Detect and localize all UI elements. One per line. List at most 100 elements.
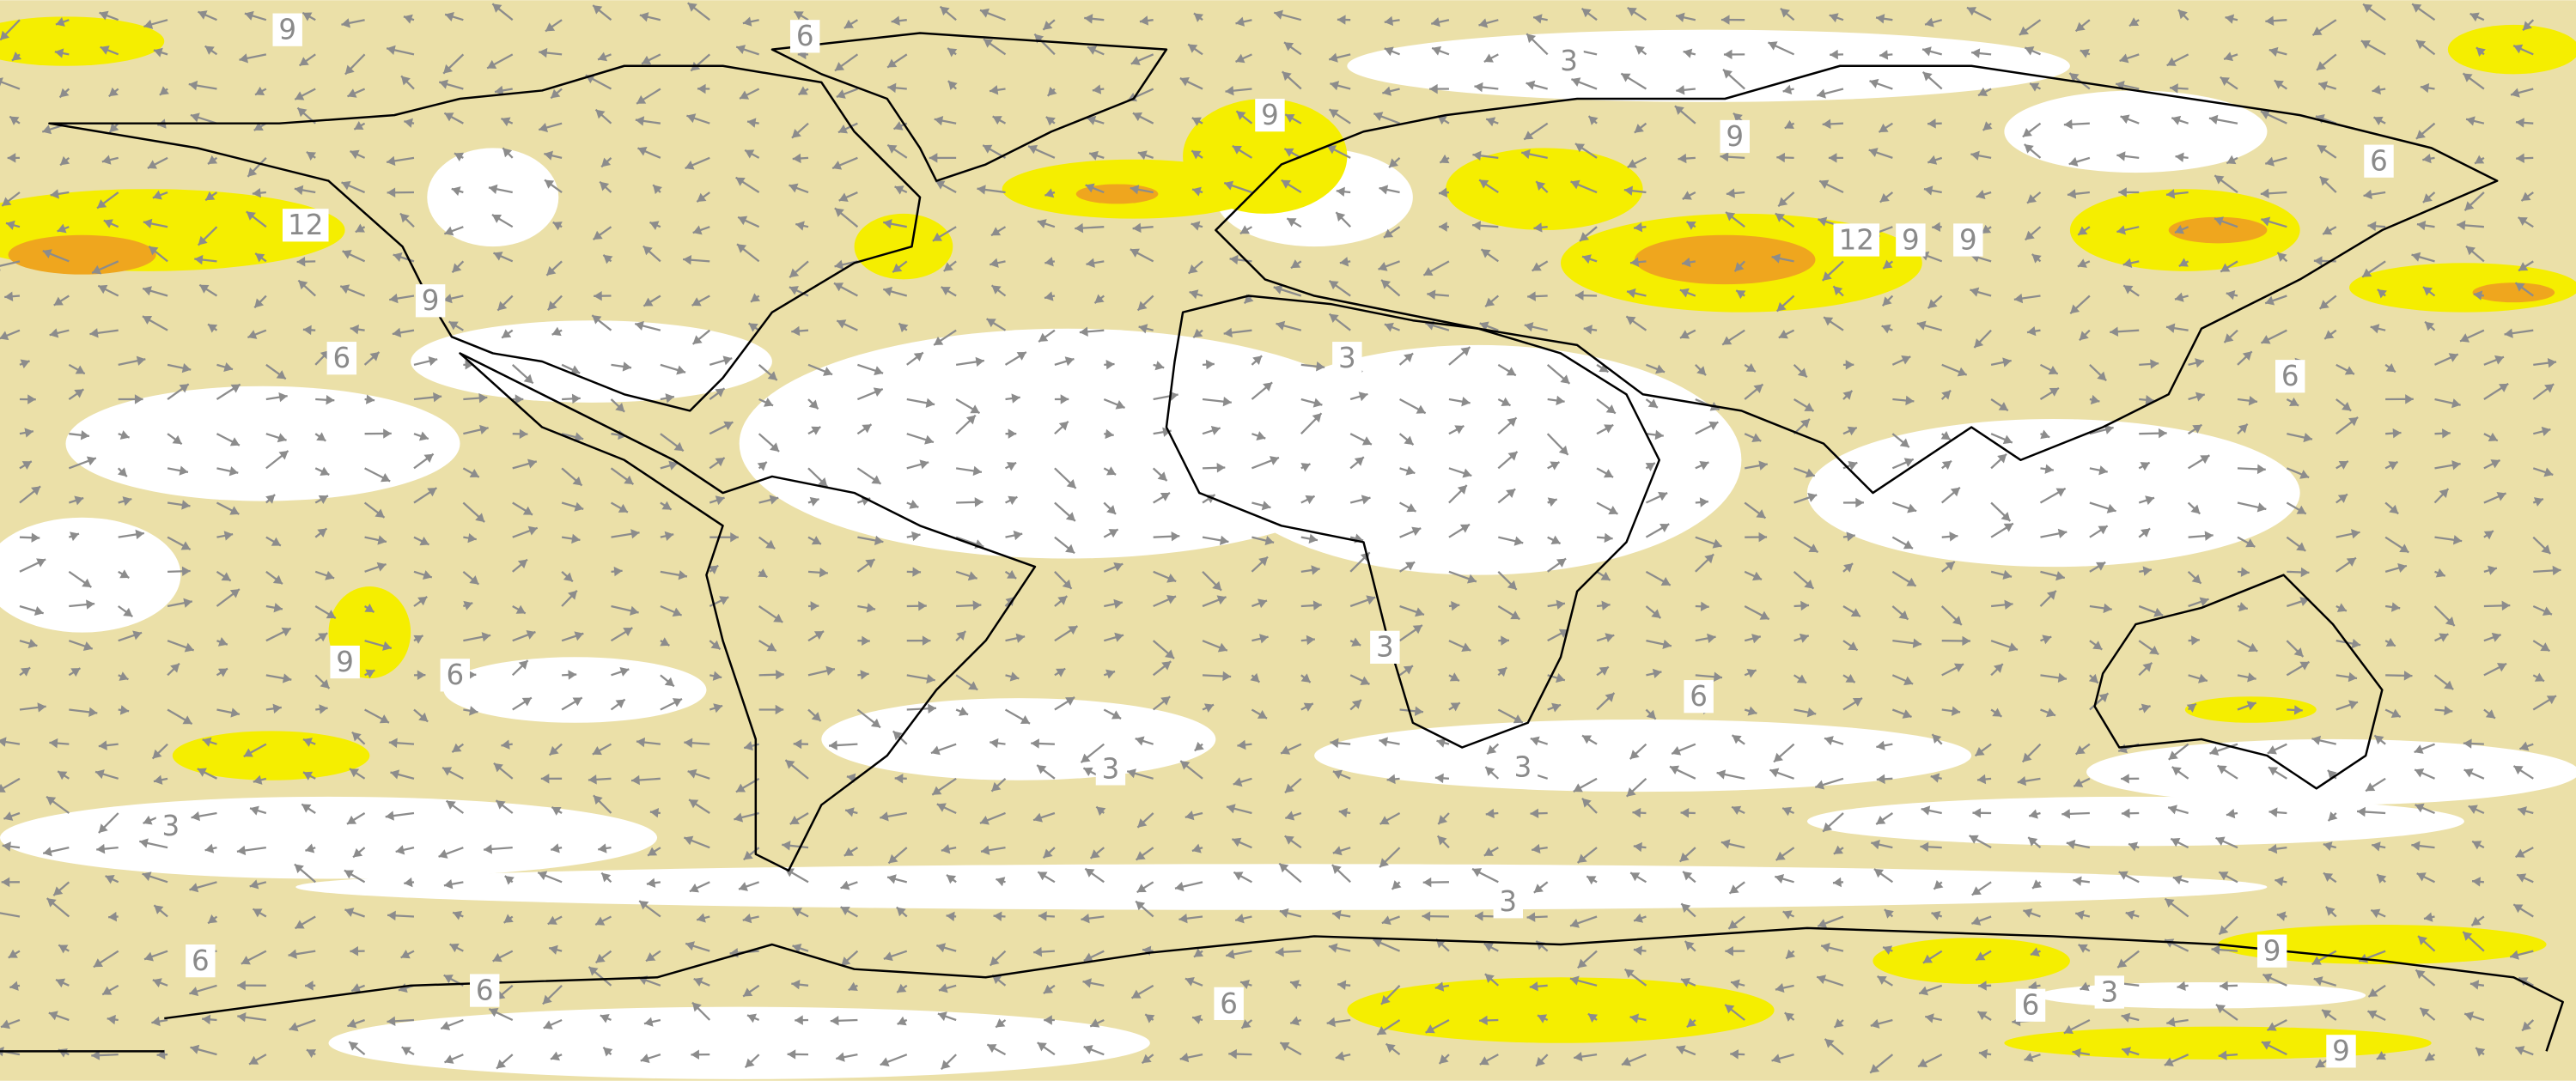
arrow-head xyxy=(967,571,977,581)
arrow-head xyxy=(1526,80,1536,90)
wind-arrow xyxy=(1881,295,1894,307)
arrow-head xyxy=(787,1049,796,1060)
wind-arrow xyxy=(990,777,1007,793)
wind-arrow xyxy=(1448,484,1468,504)
arrow-head xyxy=(1222,671,1232,682)
arrow-head xyxy=(1574,143,1586,153)
arrow-head xyxy=(2501,600,2511,611)
arrow-head xyxy=(33,606,44,616)
arrow-head xyxy=(58,771,68,780)
arrow-head xyxy=(2374,735,2384,744)
wind-arrow xyxy=(2483,632,2502,642)
wind-arrow xyxy=(1776,152,1794,163)
arrow-head xyxy=(376,562,387,572)
arrow-head xyxy=(2175,152,2184,162)
arrow-head xyxy=(1281,179,1291,189)
wind-arrow xyxy=(630,774,661,786)
arrow-head xyxy=(888,853,898,864)
arrow-head xyxy=(1940,430,1951,440)
wind-arrow xyxy=(1526,912,1548,922)
arrow-head xyxy=(1425,1024,1435,1034)
wind-arrow xyxy=(1546,433,1569,456)
arrow-head xyxy=(204,843,215,853)
arrow-head xyxy=(449,943,460,953)
arrow-head xyxy=(1945,562,1955,571)
arrow-head xyxy=(344,870,355,879)
wind-arrow xyxy=(2138,640,2159,656)
wind-arrow xyxy=(747,322,760,332)
arrow-head xyxy=(1950,487,1960,497)
wind-arrow xyxy=(463,532,477,544)
arrow-head xyxy=(1846,531,1855,542)
arrow-head xyxy=(665,393,674,404)
wind-arrow xyxy=(246,210,267,228)
wind-arrow xyxy=(2220,76,2238,90)
arrow-head xyxy=(992,975,1002,985)
arrow-head xyxy=(198,10,208,20)
wind-arrow xyxy=(2362,3,2386,21)
arrow-head xyxy=(2226,808,2236,819)
wind-arrow xyxy=(1136,881,1154,894)
wind-arrow xyxy=(2384,536,2409,554)
wind-arrow xyxy=(2512,903,2534,918)
contour-label-bg xyxy=(330,645,360,679)
wind-arrow xyxy=(103,219,119,228)
arrow-head xyxy=(1056,668,1066,677)
wind-arrow xyxy=(1547,535,1562,545)
wind-arrow xyxy=(1054,420,1069,435)
wind-arrow xyxy=(2174,292,2189,302)
arrow-head xyxy=(1978,1048,1988,1060)
wind-arrow xyxy=(1793,674,1807,684)
wind-arrow xyxy=(236,845,266,856)
arrow-head xyxy=(46,898,57,908)
arrow-head xyxy=(1460,347,1471,356)
arrow-head xyxy=(1478,18,1489,28)
arrow-head xyxy=(1384,15,1394,27)
wind-arrow xyxy=(2068,156,2091,167)
arrow-head xyxy=(2172,875,2183,885)
arrow-head xyxy=(2517,873,2527,883)
wind-arrow xyxy=(1927,155,1943,165)
arrow-head xyxy=(1487,744,1497,755)
wind-arrow xyxy=(1044,291,1056,301)
arrow-head xyxy=(1601,600,1611,611)
wind-arrow xyxy=(1773,743,1795,763)
arrow-head xyxy=(600,1013,610,1023)
arrow-head xyxy=(2073,876,2082,886)
wind-arrow xyxy=(2260,329,2287,344)
wind-arrow xyxy=(512,428,528,440)
wind-arrow xyxy=(2122,258,2140,268)
wind-arrow xyxy=(1436,738,1450,748)
arrow-head xyxy=(1037,765,1047,774)
arrow-head xyxy=(2415,130,2426,139)
wind-arrow xyxy=(1824,1038,1844,1056)
wind-arrow xyxy=(2024,143,2042,159)
wind-arrow xyxy=(989,85,1006,95)
wind-arrow xyxy=(2316,53,2337,71)
arrow-head xyxy=(1682,257,1691,268)
wind-arrow xyxy=(2022,122,2042,138)
wind-arrow xyxy=(347,1018,365,1029)
arrow-head xyxy=(1241,1019,1251,1029)
arrow-head xyxy=(570,365,581,374)
arrow-head xyxy=(593,5,603,15)
wind-arrow xyxy=(1497,416,1518,435)
arrow-head xyxy=(2362,268,2372,277)
wind-arrow xyxy=(253,122,267,131)
arrow-head xyxy=(2350,529,2360,539)
wind-arrow xyxy=(1399,706,1424,716)
arrow-head xyxy=(1569,975,1580,986)
arrow-head xyxy=(2411,841,2421,851)
arrow-head xyxy=(1330,81,1340,91)
wind-arrow xyxy=(1471,867,1499,884)
arrow-head xyxy=(341,18,350,28)
arrow-head xyxy=(547,915,557,925)
arrow-head xyxy=(2027,325,2037,337)
wind-arrow xyxy=(2323,841,2337,852)
arrow-head xyxy=(1373,938,1383,948)
arrow-head xyxy=(2416,39,2427,50)
wind-arrow xyxy=(1337,15,1351,25)
arrow-head xyxy=(403,14,413,24)
wind-arrow xyxy=(1379,185,1400,195)
wind-arrow xyxy=(1532,843,1548,854)
